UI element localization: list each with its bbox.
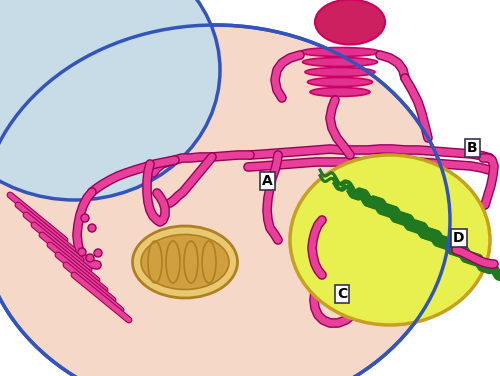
Ellipse shape bbox=[302, 58, 378, 67]
Circle shape bbox=[94, 249, 102, 257]
Text: A: A bbox=[262, 174, 273, 188]
Ellipse shape bbox=[141, 235, 229, 290]
Circle shape bbox=[86, 254, 94, 262]
Circle shape bbox=[78, 248, 86, 256]
Circle shape bbox=[81, 214, 89, 222]
Ellipse shape bbox=[0, 0, 220, 200]
Ellipse shape bbox=[310, 88, 370, 97]
Text: C: C bbox=[337, 287, 347, 301]
Text: D: D bbox=[453, 231, 464, 245]
Circle shape bbox=[88, 224, 96, 232]
Text: B: B bbox=[467, 141, 477, 155]
Ellipse shape bbox=[315, 0, 385, 44]
Ellipse shape bbox=[132, 226, 238, 298]
Ellipse shape bbox=[308, 77, 372, 86]
Ellipse shape bbox=[0, 25, 450, 376]
Ellipse shape bbox=[305, 68, 375, 76]
Ellipse shape bbox=[300, 47, 380, 56]
Ellipse shape bbox=[290, 155, 490, 325]
